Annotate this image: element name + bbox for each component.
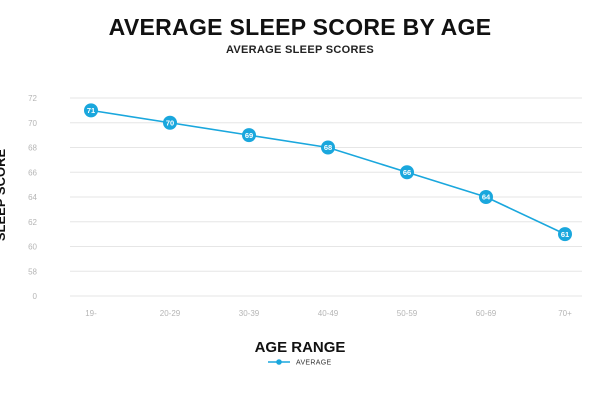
y-axis-title: SLEEP SCORE bbox=[0, 149, 8, 242]
data-label: 70 bbox=[166, 118, 174, 127]
x-tick-label: 70+ bbox=[558, 309, 572, 318]
data-point: 71 bbox=[84, 103, 98, 118]
data-point: 61 bbox=[558, 227, 572, 242]
legend-marker bbox=[276, 359, 282, 365]
data-label: 71 bbox=[87, 106, 95, 115]
y-tick-label: 70 bbox=[28, 119, 37, 128]
y-tick-label: 0 bbox=[33, 292, 38, 301]
y-tick-label: 58 bbox=[28, 267, 37, 276]
data-point-marker bbox=[84, 103, 98, 118]
data-point: 66 bbox=[400, 165, 414, 180]
y-tick-label: 62 bbox=[28, 218, 37, 227]
data-point: 64 bbox=[479, 190, 493, 204]
x-axis-ticks: 19- 20-29 30-39 40-49 50-59 60-69 70+ bbox=[85, 309, 572, 318]
data-point-marker bbox=[242, 128, 256, 143]
data-label: 69 bbox=[245, 131, 253, 140]
x-tick-label: 50-59 bbox=[397, 309, 418, 318]
y-axis-ticks: 72 70 68 66 64 62 60 58 0 bbox=[28, 94, 37, 301]
y-tick-label: 68 bbox=[28, 144, 37, 153]
data-label: 66 bbox=[403, 168, 411, 177]
data-label: 64 bbox=[482, 193, 491, 202]
data-point-marker bbox=[321, 140, 335, 155]
data-label: 68 bbox=[324, 143, 332, 152]
y-tick-label: 64 bbox=[28, 193, 37, 202]
x-tick-label: 19- bbox=[85, 309, 97, 318]
y-tick-label: 66 bbox=[28, 168, 37, 177]
data-point: 68 bbox=[321, 140, 335, 155]
legend: AVERAGE bbox=[268, 359, 331, 367]
data-point: 69 bbox=[242, 128, 256, 143]
data-point: 70 bbox=[163, 115, 177, 130]
x-tick-label: 30-39 bbox=[239, 309, 260, 318]
data-label: 61 bbox=[561, 230, 569, 239]
x-tick-label: 40-49 bbox=[318, 309, 339, 318]
data-points: 71 70 69 68 66 64 61 bbox=[84, 103, 572, 242]
x-tick-label: 60-69 bbox=[476, 309, 497, 318]
x-tick-label: 20-29 bbox=[160, 309, 181, 318]
x-axis-title: AGE RANGE bbox=[255, 339, 346, 356]
data-point-marker bbox=[558, 227, 572, 242]
y-tick-label: 72 bbox=[28, 94, 37, 103]
grid-lines bbox=[70, 97, 582, 297]
chart-title: AVERAGE SLEEP SCORE BY AGE bbox=[108, 14, 492, 40]
legend-label-average: AVERAGE bbox=[296, 360, 331, 367]
chart-subtitle: AVERAGE SLEEP SCORES bbox=[225, 44, 375, 56]
data-point-marker bbox=[400, 165, 414, 180]
data-point-marker bbox=[163, 115, 177, 130]
y-tick-label: 60 bbox=[28, 243, 37, 252]
data-point-marker bbox=[479, 190, 493, 204]
